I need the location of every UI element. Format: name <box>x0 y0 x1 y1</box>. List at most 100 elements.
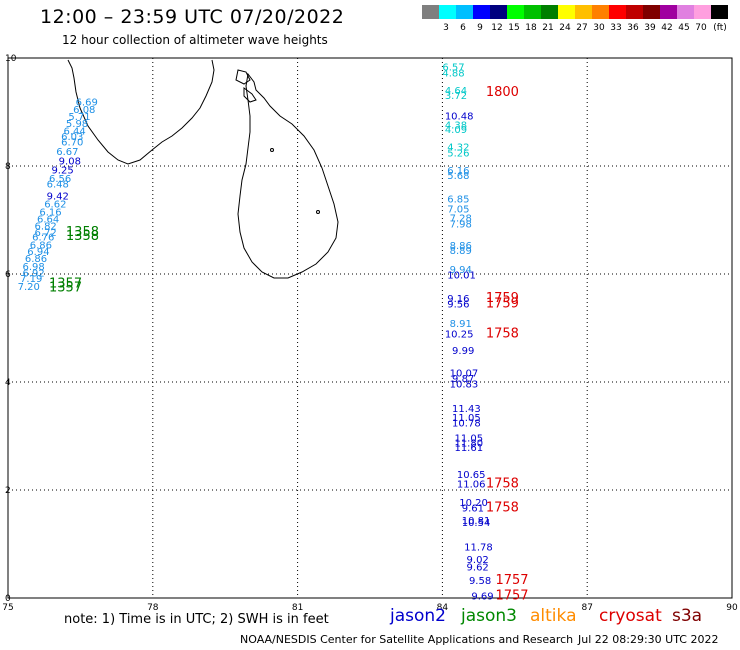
swh-label: 6.03 <box>61 132 83 143</box>
legend-swatch <box>439 5 456 19</box>
swh-label: 7.28 <box>450 214 472 225</box>
coastline <box>67 59 339 279</box>
legend-label: 42 <box>661 23 673 33</box>
time-label: 1800 <box>486 85 519 100</box>
sri-lanka-coastline <box>237 72 339 279</box>
legend-label: 12 <box>491 23 503 33</box>
swh-label: 10.78 <box>452 418 481 429</box>
swh-label: 9.25 <box>51 166 73 177</box>
swh-label: 6.64 <box>37 215 59 226</box>
time-label: 1759 <box>486 296 519 311</box>
swh-label: 11.05 <box>452 413 481 424</box>
swh-label: 7.98 <box>450 220 472 231</box>
swh-label: 6.16 <box>447 166 469 177</box>
legend-label: 24 <box>559 23 571 33</box>
small-island <box>316 210 320 214</box>
legend-label: 3 <box>443 23 449 33</box>
swh-label: 9.56 <box>447 299 469 310</box>
swh-label: 6.72 <box>35 228 57 239</box>
swh-label: 9.58 <box>469 576 491 587</box>
legend-label: 45 <box>678 23 690 33</box>
swh-label: 10.25 <box>445 330 474 341</box>
swh-label: 6.16 <box>39 208 61 219</box>
swh-label: 9.99 <box>452 346 474 357</box>
latitude-tick-label: 4 <box>5 378 11 388</box>
legend-swatch <box>592 5 609 19</box>
legend-swatch <box>541 5 558 19</box>
swh-label: 6.85 <box>447 195 469 206</box>
legend-label: 33 <box>610 23 622 33</box>
swh-label: 10.01 <box>447 270 476 281</box>
swh-label: 6.94 <box>27 247 49 258</box>
swh-label: 7.20 <box>18 282 40 293</box>
longitude-tick-label: 90 <box>726 603 738 613</box>
legend-swatch <box>524 5 541 19</box>
axis-labels: 75 78 81 84 87 90 0 2 4 6 8 10 <box>2 54 738 613</box>
swh-label: 9.42 <box>47 191 69 202</box>
swh-label: 11.80 <box>454 438 483 449</box>
swh-label: 6.82 <box>35 222 57 233</box>
swh-label: 9.02 <box>467 555 489 566</box>
map-title: 12:00 – 23:59 UTC 07/20/2022 <box>40 6 345 28</box>
legend-swatch <box>490 5 507 19</box>
map-subtitle: 12 hour collection of altimeter wave hei… <box>62 33 328 47</box>
swh-label: 11.78 <box>464 542 493 553</box>
swh-label: 11.61 <box>454 443 483 454</box>
legend-swatch <box>609 5 626 19</box>
swh-label: 6.56 <box>49 174 71 185</box>
swh-label: 9.87 <box>452 374 474 385</box>
swh-label: 10.65 <box>457 470 486 481</box>
swh-label: 5.98 <box>66 119 88 130</box>
legend-label: 27 <box>576 23 588 33</box>
legend-swatch <box>456 5 473 19</box>
swh-label: 9.16 <box>447 294 469 305</box>
legend-label: 9 <box>477 23 483 33</box>
legend-swatch <box>422 5 439 19</box>
mannar-island <box>243 87 257 103</box>
time-label: 1759 <box>486 291 519 306</box>
swh-label: 4.32 <box>447 142 469 153</box>
legend-swatch <box>558 5 575 19</box>
legend-label: 21 <box>542 23 554 33</box>
swh-label: 9.69 <box>471 592 493 603</box>
swh-label: 11.05 <box>454 433 483 444</box>
time-label: 1758 <box>486 501 519 516</box>
swh-label: 6.67 <box>56 147 78 158</box>
time-label: 1757 <box>495 573 528 588</box>
swh-label: 10.07 <box>450 369 479 380</box>
west-track-swh-labels: 6.696.085.715.986.446.036.706.679.089.25… <box>18 98 98 294</box>
time-label: 1757 <box>495 589 528 604</box>
legend-label: 30 <box>593 23 605 33</box>
swh-label: 10.48 <box>445 112 474 123</box>
footer-note: note: 1) Time is in UTC; 2) SWH is in fe… <box>64 612 329 627</box>
legend-swatch <box>507 5 524 19</box>
longitude-tick-label: 75 <box>2 603 13 613</box>
swh-label: 6.44 <box>64 127 86 138</box>
legend-swatch <box>711 5 728 19</box>
swh-label: 4.88 <box>442 68 464 79</box>
swh-label: 4.09 <box>445 125 467 136</box>
swh-label: 6.57 <box>442 62 464 73</box>
legend-label: 6 <box>460 23 466 33</box>
swh-label: 11.06 <box>457 479 486 490</box>
time-label: 1357 <box>49 280 82 295</box>
swh-label: 6.69 <box>76 98 98 109</box>
swh-label: 9.62 <box>467 562 489 573</box>
swh-label: 10.81 <box>462 516 491 527</box>
generated-timestamp: Jul 22 08:29:30 UTC 2022 <box>578 633 719 646</box>
credit-line: NOAA/NESDIS Center for Satellite Applica… <box>240 633 574 646</box>
swh-label: 6.70 <box>61 137 83 148</box>
swh-label: 5.26 <box>447 148 469 159</box>
time-label: 1758 <box>486 327 519 342</box>
latitude-tick-label: 6 <box>5 270 11 280</box>
swh-label: 5.68 <box>447 171 469 182</box>
east-track-swh-labels: 6.574.88 4.643.72 10.484.384.09 4.325.26 6.1… <box>442 62 493 602</box>
longitude-tick-label: 78 <box>147 603 159 613</box>
legend-swatch <box>677 5 694 19</box>
latitude-tick-label: 2 <box>5 486 11 496</box>
swh-label: 9.94 <box>450 265 472 276</box>
time-label: 1357 <box>49 277 82 292</box>
swh-label: 7.19 <box>20 274 42 285</box>
legend-swatch <box>643 5 660 19</box>
